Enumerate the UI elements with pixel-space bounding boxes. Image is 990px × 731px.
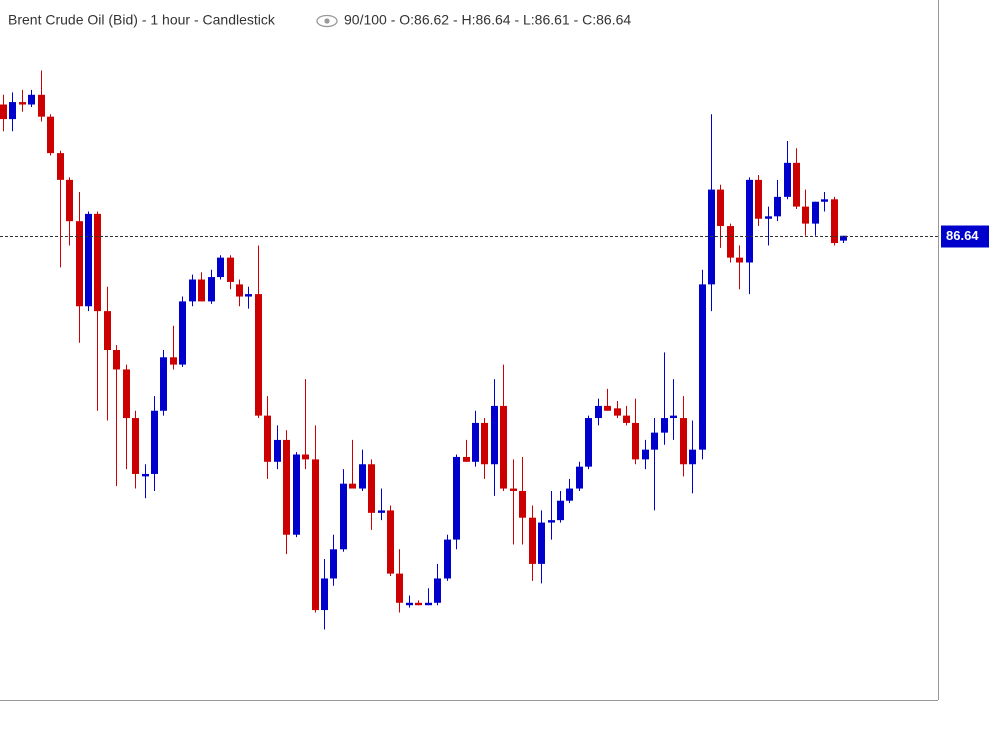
candle-body — [604, 405, 611, 411]
candle-body — [614, 408, 621, 416]
candle-body — [349, 483, 356, 489]
candle-body — [689, 449, 696, 465]
candle-body — [387, 510, 394, 574]
candle-body — [519, 490, 526, 518]
candle-body — [406, 602, 413, 606]
candle-body — [453, 456, 460, 540]
candle-body — [699, 284, 706, 450]
candle-body — [330, 549, 337, 579]
candle-body — [576, 466, 583, 489]
candle-body — [831, 199, 838, 244]
candle-body — [57, 153, 64, 180]
candle-body — [368, 464, 375, 513]
candle-body — [179, 301, 186, 365]
candle-body — [312, 459, 319, 611]
candle-body — [274, 439, 281, 462]
candle-body — [538, 522, 545, 564]
candle-body — [736, 257, 743, 263]
candle-body — [415, 602, 422, 606]
ohlc-summary: 90/100 - O:86.62 - H:86.64 - L:86.61 - C… — [344, 12, 631, 28]
candle-body — [9, 102, 16, 120]
candle-body — [208, 277, 215, 302]
candle-body — [94, 213, 101, 312]
candle-body — [821, 199, 828, 202]
candle-body — [802, 206, 809, 224]
candle-body — [632, 422, 639, 460]
candle-body — [104, 311, 111, 350]
candle-body — [642, 449, 649, 460]
candle-body — [189, 279, 196, 302]
candle-body — [661, 418, 668, 433]
candle-body — [123, 369, 130, 419]
candle-body — [784, 162, 791, 197]
labels-layer: 86.64 — [941, 225, 989, 248]
candle-body — [463, 456, 470, 462]
candle-body — [595, 405, 602, 419]
candle-body — [0, 104, 7, 120]
last-price-tag — [941, 225, 989, 248]
candle-body — [19, 102, 26, 105]
candle-body — [670, 415, 677, 419]
candle-body — [66, 179, 73, 222]
candle-body — [717, 189, 724, 227]
candle-body — [255, 294, 262, 416]
candle-body — [340, 483, 347, 550]
candle-body — [170, 357, 177, 365]
candle-body — [359, 464, 366, 489]
candle-body — [812, 201, 819, 224]
candle-body — [491, 405, 498, 465]
candle-body — [774, 196, 781, 217]
candle-body — [113, 350, 120, 370]
last-price-label: 86.64 — [946, 228, 979, 243]
candle-body — [500, 405, 507, 489]
candle-body — [378, 510, 385, 513]
candle-body — [755, 179, 762, 219]
candle-body — [425, 602, 432, 606]
candle-body — [198, 279, 205, 302]
candle-body — [264, 415, 271, 462]
candle-body — [623, 415, 630, 423]
candle-body — [76, 221, 83, 307]
candle-body — [132, 418, 139, 474]
candle-body — [236, 284, 243, 297]
candle-body — [651, 432, 658, 450]
candle-body — [727, 226, 734, 258]
candle-body — [548, 520, 555, 523]
candle-body — [227, 257, 234, 282]
eye-icon — [316, 14, 338, 28]
candle-body — [746, 179, 753, 263]
candle-body — [840, 235, 847, 241]
candle-body — [151, 410, 158, 474]
candle-body — [557, 500, 564, 521]
candle-body — [529, 517, 536, 564]
candle-body — [38, 94, 45, 117]
candles-layer — [0, 70, 938, 630]
candle-body — [793, 162, 800, 207]
candle-body — [293, 454, 300, 535]
candle-body — [566, 488, 573, 501]
candle-body — [481, 422, 488, 465]
candle-body — [245, 294, 252, 297]
candle-body — [302, 454, 309, 460]
chart-title: Brent Crude Oil (Bid) - 1 hour - Candles… — [8, 12, 276, 28]
candle-body — [47, 116, 54, 154]
candle-body — [396, 573, 403, 603]
candle-body — [85, 213, 92, 307]
candle-body — [585, 418, 592, 467]
candle-body — [765, 216, 772, 219]
candle-body — [142, 473, 149, 477]
candle-body — [472, 422, 479, 462]
candle-body — [160, 357, 167, 411]
candle-body — [444, 539, 451, 579]
candle-body — [283, 439, 290, 535]
candle-body — [217, 257, 224, 278]
candle-body — [321, 578, 328, 611]
candle-body — [680, 418, 687, 465]
candle-body — [28, 94, 35, 105]
candle-body — [434, 578, 441, 603]
candle-body — [510, 488, 517, 491]
